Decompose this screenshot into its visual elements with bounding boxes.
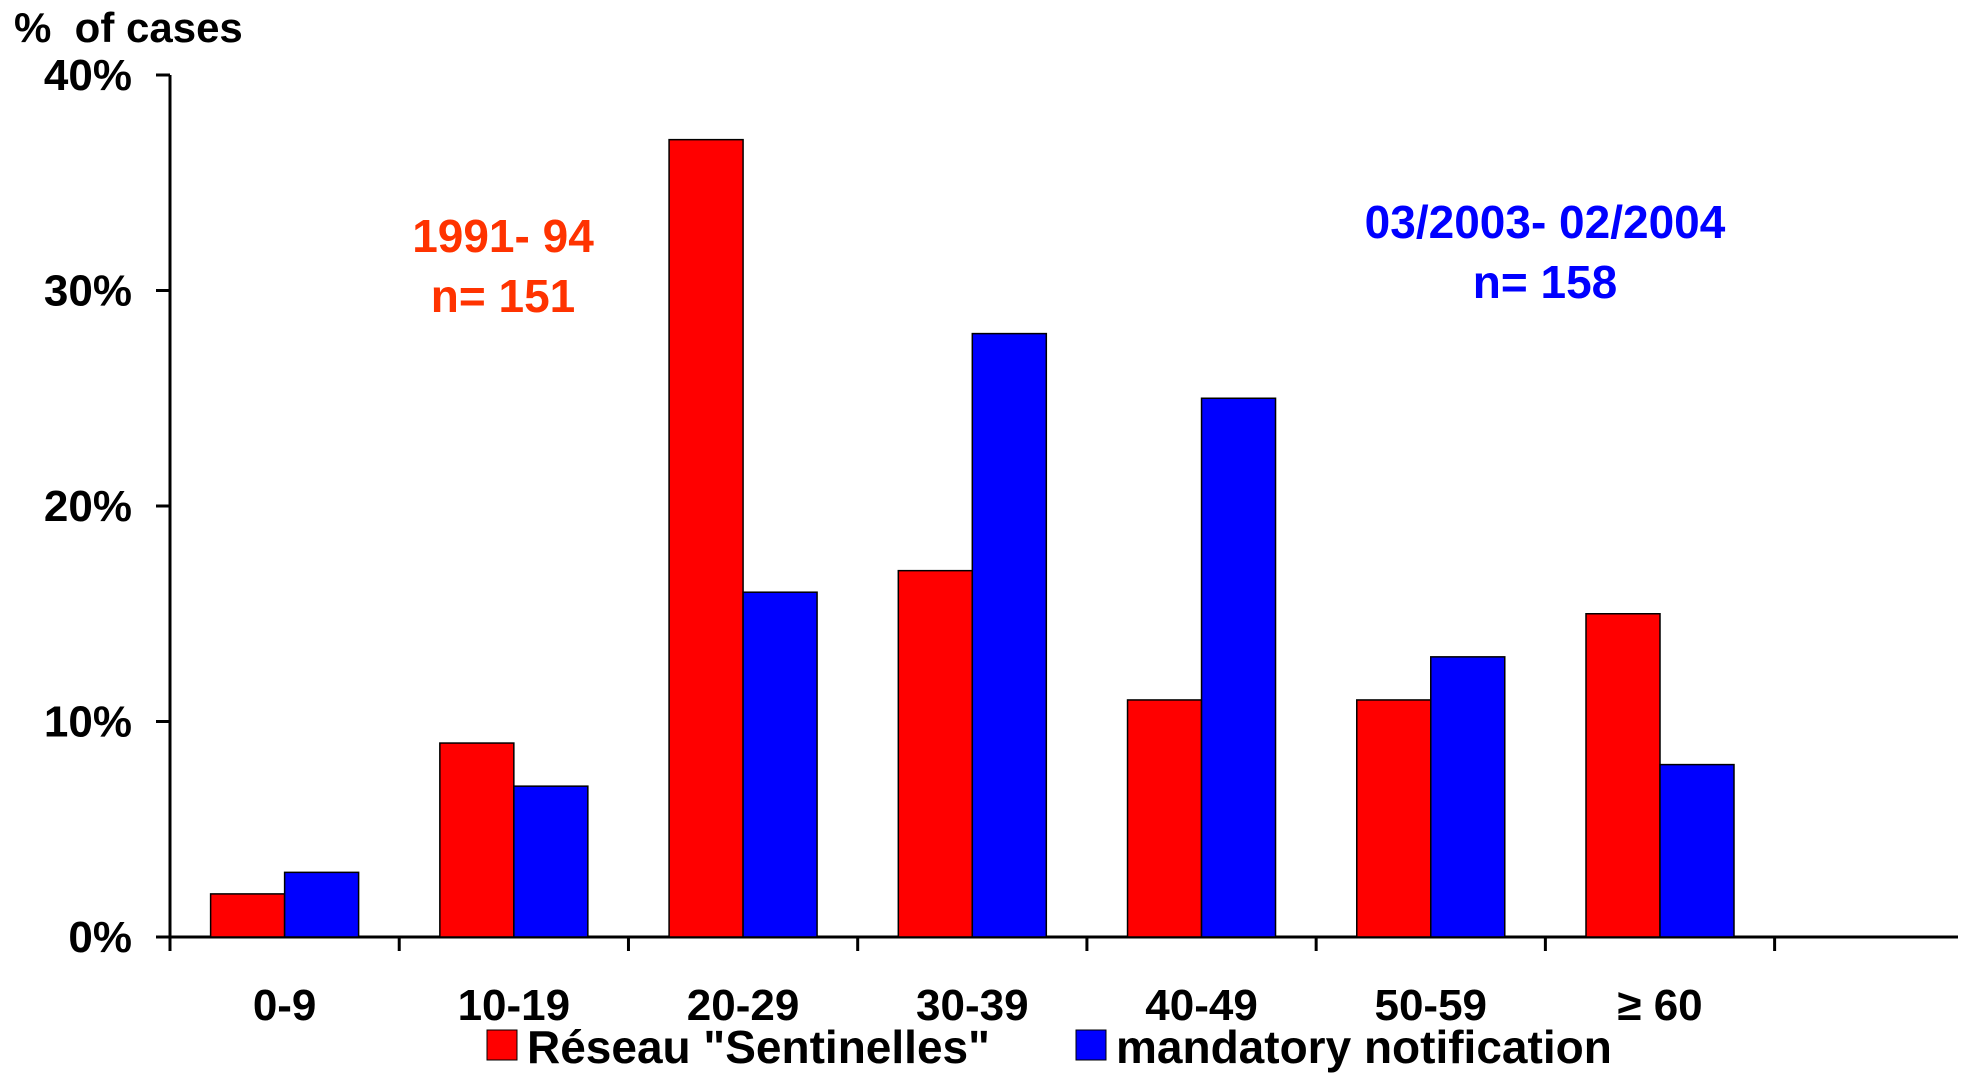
- legend-label: mandatory notification: [1116, 1021, 1612, 1073]
- y-tick-label: 20%: [44, 482, 132, 531]
- bar-mandatory-notification: [1200, 397, 1277, 938]
- annotation-text: n= 151: [431, 270, 576, 322]
- legend: Réseau "Sentinelles" mandatory notificati…: [486, 1021, 1612, 1073]
- annotation-text: 03/2003- 02/2004: [1365, 196, 1726, 248]
- bar-mandatory-notification: [1659, 763, 1735, 938]
- bar-reseau-sentinelles: [209, 893, 286, 938]
- legend-swatch: [486, 1029, 518, 1061]
- annotation-text: n= 158: [1473, 256, 1618, 308]
- bar-mandatory-notification: [971, 332, 1048, 938]
- annotations: 1991- 94 n= 151 03/2003- 02/2004 n= 158: [412, 196, 1726, 322]
- x-tick-label: 0-9: [253, 981, 317, 1030]
- y-axis-title: % of cases: [14, 4, 243, 51]
- x-tick-label: 40-49: [1145, 981, 1258, 1030]
- legend-swatch: [1075, 1029, 1107, 1061]
- y-tick-label: 40%: [44, 51, 132, 100]
- bar-reseau-sentinelles: [1126, 699, 1203, 938]
- bar-reseau-sentinelles: [897, 569, 974, 938]
- y-tick-label: 10%: [44, 698, 132, 747]
- x-tick-label: 50-59: [1374, 981, 1487, 1030]
- bar-reseau-sentinelles: [1585, 613, 1661, 938]
- y-tick-label: 0%: [68, 913, 132, 962]
- x-tick-label: 30-39: [916, 981, 1029, 1030]
- bar-mandatory-notification: [742, 591, 818, 938]
- bar-reseau-sentinelles: [668, 138, 744, 938]
- x-tick-label: 10-19: [458, 981, 571, 1030]
- bar-mandatory-notification: [513, 785, 589, 938]
- x-tick-label: ≥ 60: [1617, 981, 1702, 1030]
- bar-reseau-sentinelles: [439, 742, 515, 938]
- bars: [209, 138, 1735, 938]
- tick-labels: 0% 10% 20% 30% 40% 0-9 10-19 20-29 30-39 40-49 50-…: [44, 51, 1703, 1030]
- legend-label: Réseau "Sentinelles": [527, 1021, 990, 1073]
- bar-mandatory-notification: [1430, 656, 1506, 938]
- bar-mandatory-notification: [283, 871, 360, 938]
- y-tick-label: 30%: [44, 267, 132, 316]
- annotation-text: 1991- 94: [412, 210, 594, 262]
- x-tick-label: 20-29: [687, 981, 800, 1030]
- bar-reseau-sentinelles: [1356, 699, 1432, 938]
